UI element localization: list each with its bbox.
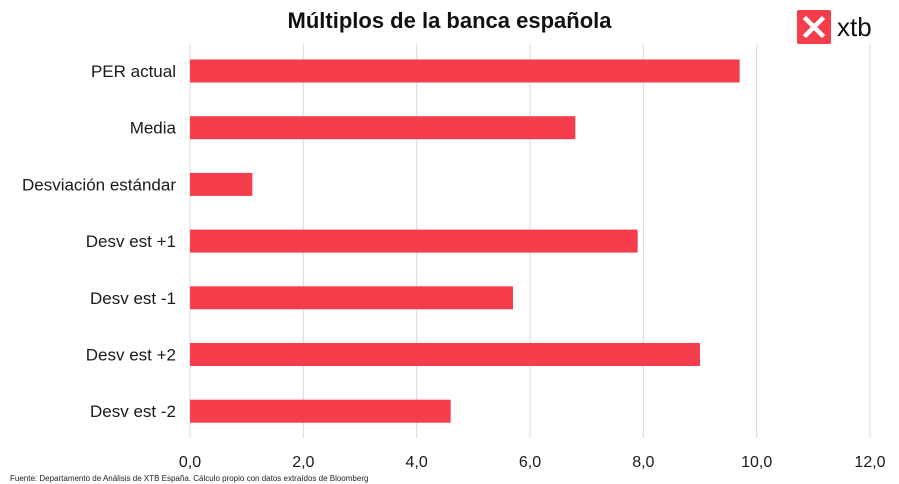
- x-tick-label: 2,0: [292, 454, 314, 471]
- category-label: PER actual: [91, 62, 176, 81]
- category-label: Desv est -1: [90, 289, 176, 308]
- category-label: Desviación estándar: [22, 175, 176, 194]
- x-tick-label: 12,0: [854, 454, 885, 471]
- bar: [190, 229, 638, 253]
- category-label: Desv est -2: [90, 402, 176, 421]
- bar: [190, 399, 451, 423]
- bar: [190, 59, 740, 83]
- category-label: Desv est +2: [86, 346, 176, 365]
- category-label: Desv est +1: [86, 232, 176, 251]
- bar: [190, 343, 700, 366]
- chart-title: Múltiplos de la banca española: [287, 8, 612, 33]
- source-note: Fuente: Departamento de Análisis de XTB …: [10, 474, 369, 483]
- x-tick-label: 8,0: [632, 454, 654, 471]
- bar: [190, 286, 513, 310]
- category-label: Media: [130, 119, 177, 138]
- xtb-logo-text: xtb: [837, 12, 872, 42]
- x-tick-label: 0,0: [179, 454, 201, 471]
- bar: [190, 116, 576, 140]
- bar: [190, 172, 253, 196]
- x-tick-label: 4,0: [406, 454, 428, 471]
- xtb-logo: xtb: [797, 10, 872, 44]
- x-tick-label: 6,0: [519, 454, 541, 471]
- xtb-logo-icon: [797, 10, 831, 44]
- x-tick-label: 10,0: [741, 454, 772, 471]
